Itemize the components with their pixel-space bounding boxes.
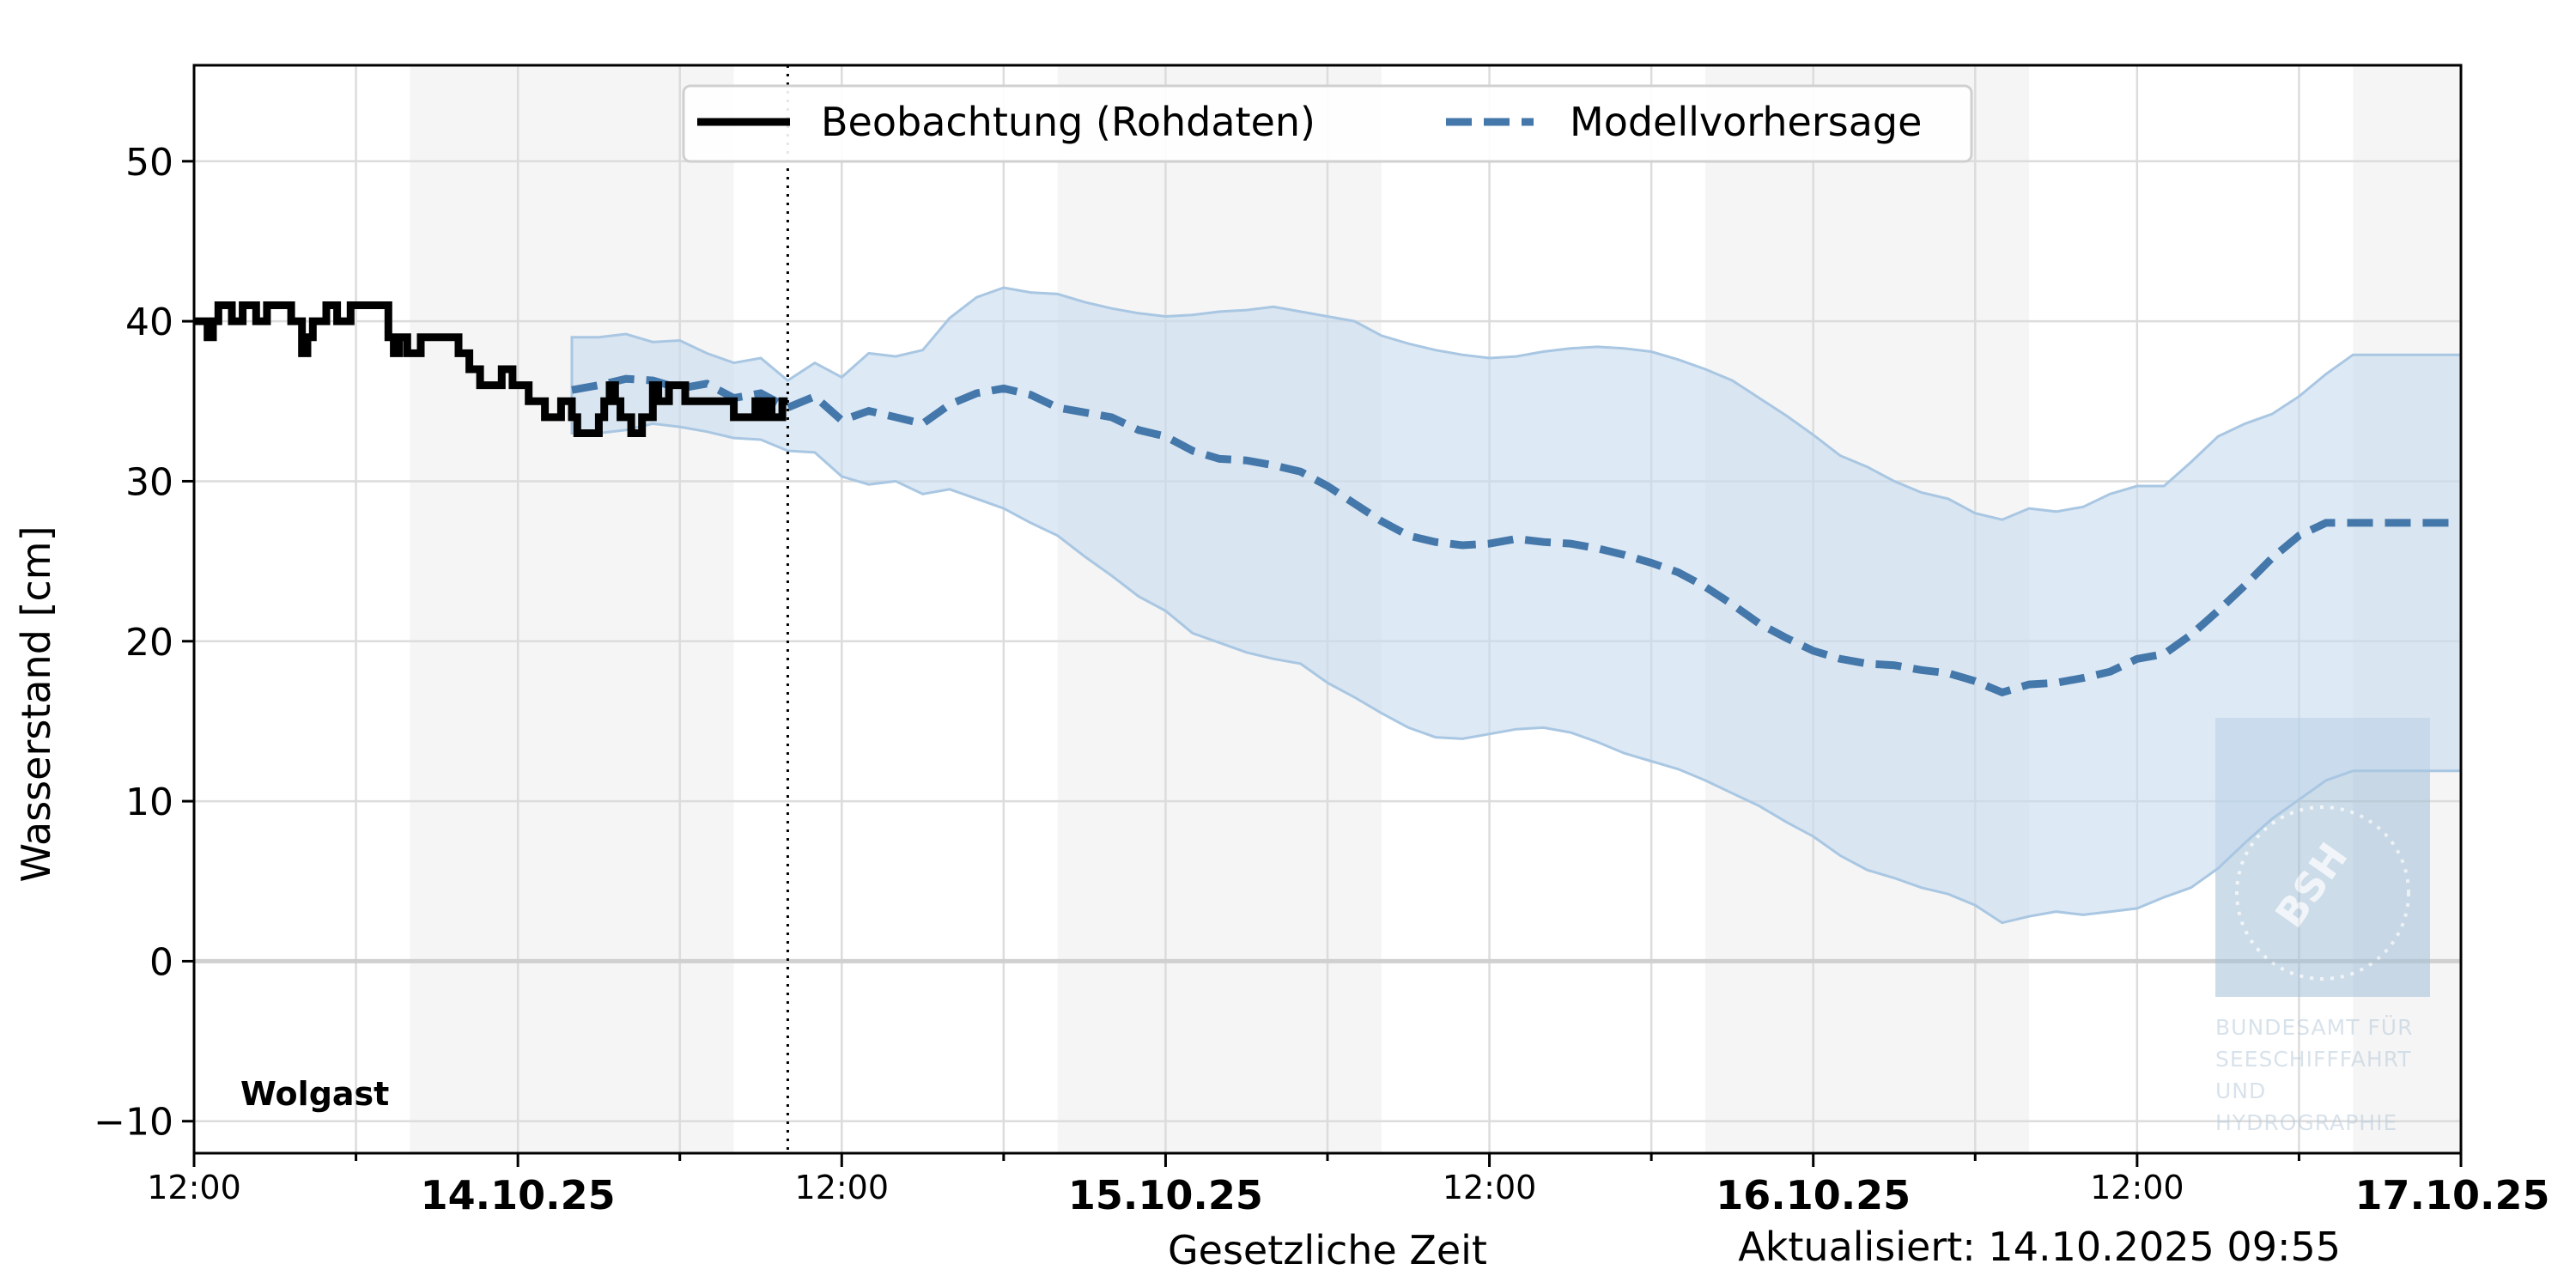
logo-line: HYDROGRAPHIE — [2215, 1110, 2397, 1135]
y-tick-label: −10 — [94, 1101, 173, 1145]
y-tick-label: 20 — [125, 621, 173, 665]
logo-line: SEESCHIFFFAHRT — [2215, 1047, 2412, 1072]
x-tick-label: 14.10.25 — [421, 1172, 616, 1218]
x-tick-label: 15.10.25 — [1068, 1172, 1263, 1218]
x-axis-ticks: 12:00 14.10.25 12:00 15.10.25 12:00 16.10.25 1… — [147, 1153, 2550, 1218]
y-tick-label: 10 — [125, 781, 173, 824]
forecast-line — [571, 374, 2461, 697]
legend: Beobachtung (Rohdaten) Modellvorhersage — [682, 84, 1973, 163]
x-tick-label: 12:00 — [1443, 1169, 1537, 1206]
x-tick-label: 17.10.25 — [2355, 1172, 2550, 1218]
y-tick-label: 0 — [149, 940, 173, 984]
y-tick-label: 50 — [125, 141, 173, 185]
y-tick-label: 40 — [125, 301, 173, 344]
x-tick-label: 12:00 — [147, 1169, 241, 1206]
x-tick-label: 12:00 — [2090, 1169, 2184, 1206]
legend-forecast-label: Modellvorhersage — [1570, 99, 1922, 145]
y-axis-ticks: −10 0 10 20 30 40 50 — [94, 141, 194, 1145]
x-tick-label: 12:00 — [795, 1169, 890, 1206]
x-axis-label: Gesetzliche Zeit — [1168, 1227, 1487, 1273]
y-axis-label: Wasserstand [cm] — [13, 526, 59, 882]
station-label: Wolgast — [240, 1075, 389, 1113]
y-tick-label: 30 — [125, 460, 173, 504]
x-tick-label: 16.10.25 — [1716, 1172, 1911, 1218]
legend-observation-label: Beobachtung (Rohdaten) — [821, 99, 1315, 145]
forecast-uncertainty-band — [570, 286, 2463, 925]
observation-line — [194, 301, 788, 437]
updated-timestamp: Aktualisiert: 14.10.2025 09:55 — [1738, 1224, 2341, 1270]
logo-line: BUNDESAMT FÜR — [2215, 1015, 2413, 1040]
night-band — [410, 65, 734, 1153]
logo-line: UND — [2215, 1078, 2266, 1103]
